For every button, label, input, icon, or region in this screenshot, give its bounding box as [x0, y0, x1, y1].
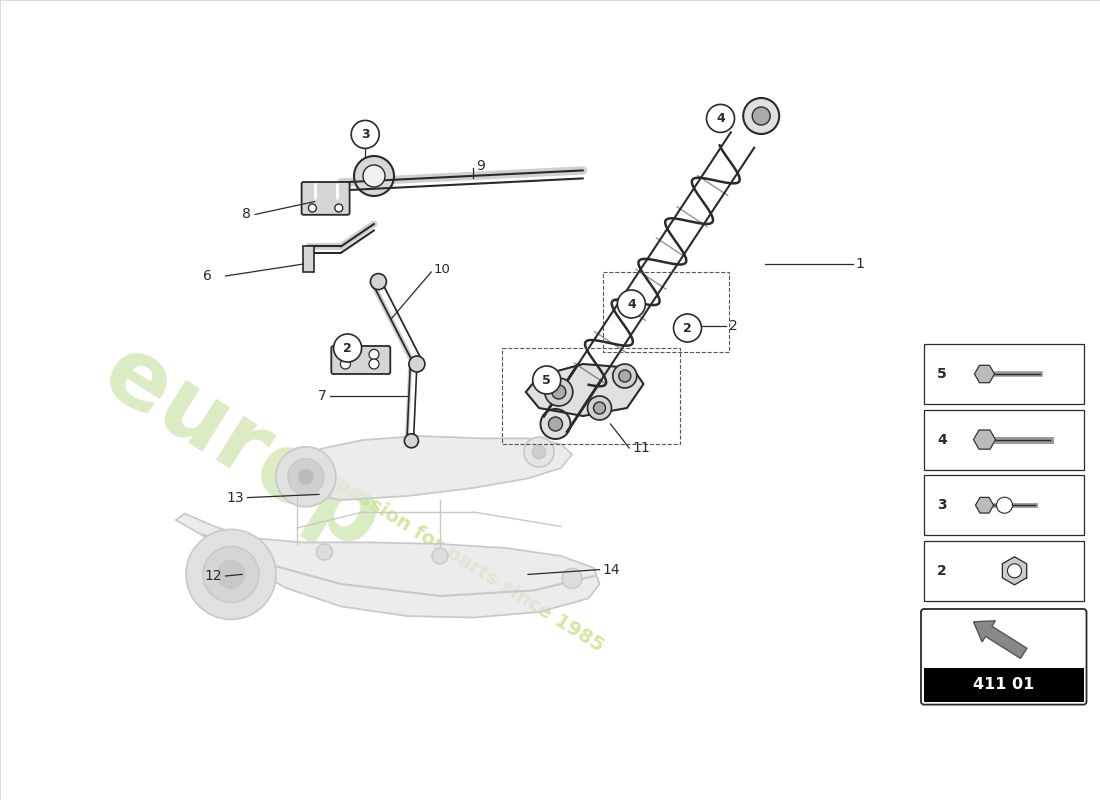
- Circle shape: [432, 548, 448, 564]
- FancyBboxPatch shape: [921, 609, 1087, 705]
- Circle shape: [552, 385, 565, 399]
- Text: 1: 1: [856, 257, 865, 271]
- Text: 7: 7: [318, 389, 327, 403]
- Circle shape: [354, 156, 394, 196]
- Circle shape: [308, 204, 317, 212]
- Circle shape: [217, 560, 245, 589]
- Text: 8: 8: [242, 207, 251, 222]
- Text: 2: 2: [683, 322, 692, 334]
- Circle shape: [340, 350, 351, 359]
- Circle shape: [617, 290, 646, 318]
- Circle shape: [524, 437, 554, 467]
- Polygon shape: [526, 364, 644, 416]
- Text: 11: 11: [632, 441, 650, 455]
- Text: 3: 3: [361, 128, 370, 141]
- Text: 2: 2: [937, 564, 947, 578]
- Circle shape: [613, 364, 637, 388]
- Text: 5: 5: [937, 367, 947, 381]
- Circle shape: [532, 445, 546, 459]
- Circle shape: [334, 204, 343, 212]
- Circle shape: [298, 469, 314, 485]
- Circle shape: [544, 378, 573, 406]
- Circle shape: [340, 359, 351, 369]
- Bar: [302, 246, 313, 272]
- Text: 4: 4: [937, 433, 947, 446]
- Text: 9: 9: [476, 158, 485, 173]
- Bar: [924, 410, 1084, 470]
- Circle shape: [594, 402, 605, 414]
- Text: 411 01: 411 01: [974, 677, 1034, 692]
- Text: 2: 2: [343, 342, 352, 354]
- Circle shape: [549, 417, 562, 431]
- Polygon shape: [974, 430, 996, 449]
- Circle shape: [752, 107, 770, 125]
- Text: 6: 6: [204, 269, 212, 283]
- Text: a passion for parts since 1985: a passion for parts since 1985: [317, 464, 607, 656]
- Circle shape: [405, 434, 418, 448]
- Text: 12: 12: [205, 569, 222, 583]
- Bar: [924, 475, 1084, 535]
- Circle shape: [744, 98, 779, 134]
- Circle shape: [204, 546, 258, 602]
- Bar: [924, 541, 1084, 601]
- Text: 3: 3: [937, 498, 947, 512]
- Circle shape: [540, 409, 571, 439]
- Circle shape: [673, 314, 702, 342]
- FancyArrow shape: [974, 621, 1027, 658]
- Circle shape: [587, 396, 612, 420]
- Bar: [603, 272, 729, 352]
- Circle shape: [619, 370, 630, 382]
- Circle shape: [333, 334, 362, 362]
- Circle shape: [368, 359, 379, 369]
- Circle shape: [532, 366, 561, 394]
- FancyBboxPatch shape: [331, 346, 390, 374]
- Polygon shape: [975, 366, 994, 382]
- FancyBboxPatch shape: [301, 182, 350, 214]
- Circle shape: [997, 497, 1012, 514]
- Circle shape: [363, 165, 385, 187]
- Circle shape: [1008, 564, 1022, 578]
- Text: 4: 4: [716, 112, 725, 125]
- Text: 5: 5: [542, 374, 551, 386]
- Text: 14: 14: [603, 562, 620, 577]
- Text: europ: europ: [86, 326, 398, 570]
- Circle shape: [288, 458, 323, 494]
- Bar: [924, 667, 1084, 702]
- Text: 4: 4: [627, 298, 636, 310]
- Bar: [924, 344, 1084, 404]
- Circle shape: [317, 544, 332, 560]
- Polygon shape: [976, 498, 993, 513]
- Circle shape: [368, 350, 379, 359]
- Bar: [502, 348, 680, 444]
- Text: 10: 10: [433, 263, 450, 276]
- Circle shape: [562, 568, 582, 589]
- Text: 2: 2: [729, 319, 738, 334]
- Polygon shape: [176, 514, 600, 618]
- Text: 13: 13: [227, 490, 244, 505]
- Circle shape: [276, 446, 336, 507]
- Circle shape: [409, 356, 425, 372]
- Circle shape: [706, 104, 735, 133]
- Polygon shape: [1002, 557, 1026, 585]
- Circle shape: [371, 274, 386, 290]
- Circle shape: [186, 530, 276, 619]
- Circle shape: [351, 120, 380, 149]
- Polygon shape: [280, 436, 572, 500]
